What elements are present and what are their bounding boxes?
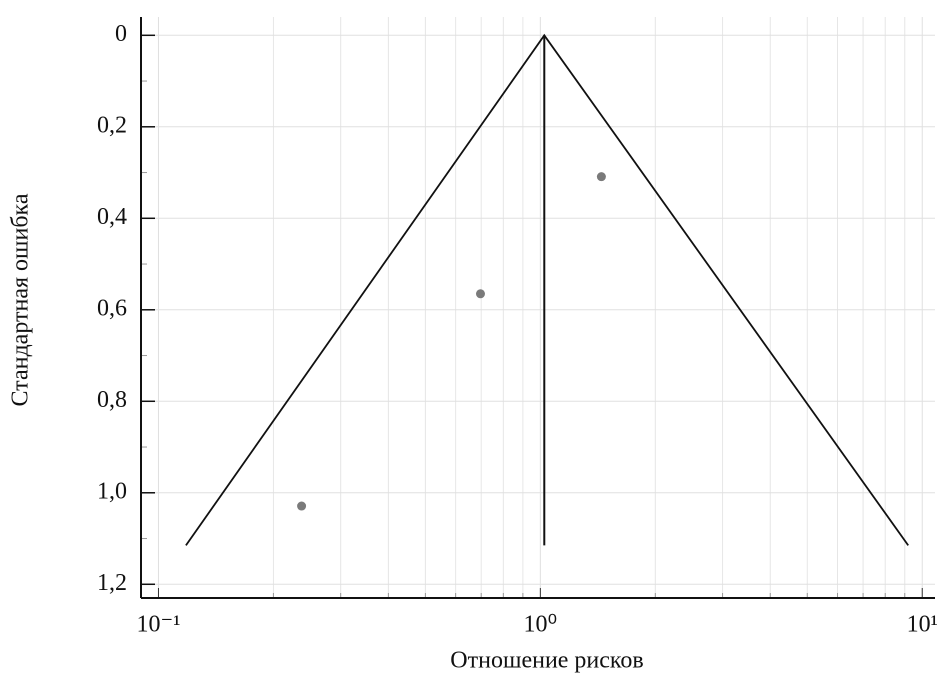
study-point — [297, 501, 307, 511]
x-tick-label: 10⁰ — [524, 612, 558, 638]
x-tick-label: 10¹ — [907, 612, 938, 638]
y-tick-label: 0,4 — [97, 204, 127, 230]
funnel-line — [185, 33, 909, 546]
y-tick-label: 1,0 — [97, 478, 127, 504]
x-tick-label: 10⁻¹ — [137, 612, 181, 638]
study-point — [475, 289, 485, 299]
y-tick-label: 0,2 — [97, 112, 127, 138]
x-axis-label: Отношение рисков — [450, 648, 643, 674]
y-tick-label: 0 — [115, 21, 127, 47]
y-tick-label: 1,2 — [97, 570, 127, 596]
y-tick-label: 0,8 — [97, 387, 127, 413]
study-point — [596, 172, 606, 182]
y-axis-label: Стандартная ошибка — [8, 193, 34, 406]
y-tick-label: 0,6 — [97, 295, 127, 321]
